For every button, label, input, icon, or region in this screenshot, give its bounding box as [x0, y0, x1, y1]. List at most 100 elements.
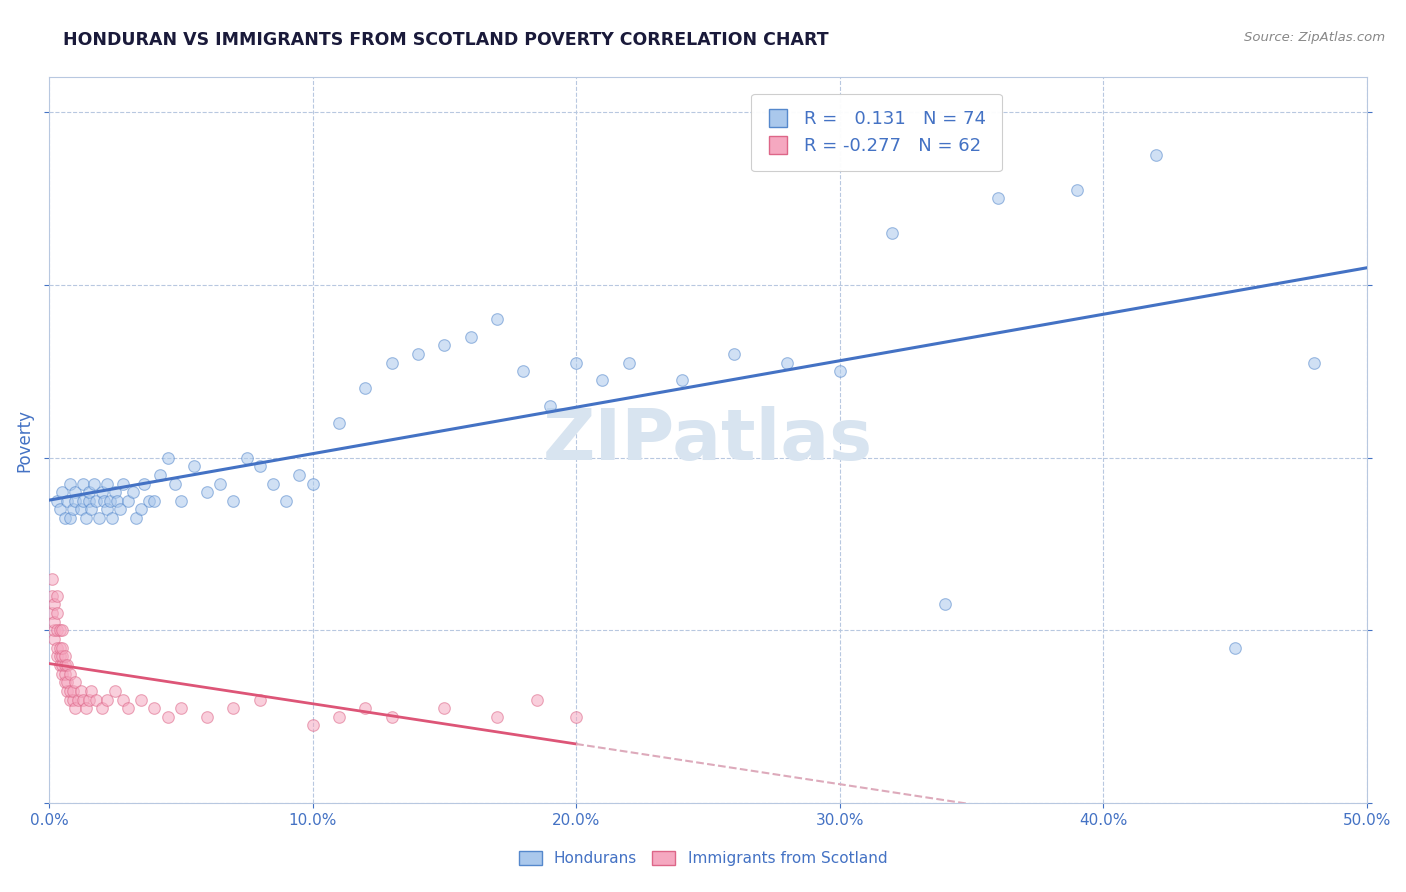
Point: [104, 485, 127, 500]
Point: [45, 640, 67, 655]
Point: [96, 476, 118, 491]
Point: [195, 710, 218, 724]
Point: [53, 657, 76, 672]
Point: [51, 624, 73, 638]
Point: [53, 511, 76, 525]
Point: [80, 684, 103, 698]
Point: [486, 312, 509, 326]
Point: [934, 598, 956, 612]
Point: [538, 399, 561, 413]
Point: [156, 450, 179, 465]
Point: [90, 485, 112, 500]
Point: [62, 692, 84, 706]
Point: [98, 493, 121, 508]
Point: [122, 485, 145, 500]
Point: [138, 493, 160, 508]
Point: [56, 493, 79, 508]
Point: [53, 649, 76, 664]
Point: [66, 692, 89, 706]
Point: [129, 692, 152, 706]
Point: [882, 226, 904, 240]
Point: [354, 382, 377, 396]
Point: [83, 476, 105, 491]
Point: [301, 476, 323, 491]
Point: [111, 476, 134, 491]
Point: [104, 684, 127, 698]
Point: [45, 493, 67, 508]
Point: [45, 649, 67, 664]
Point: [48, 640, 70, 655]
Point: [828, 364, 851, 378]
Y-axis label: Poverty: Poverty: [15, 409, 32, 472]
Point: [183, 459, 205, 474]
Text: Source: ZipAtlas.com: Source: ZipAtlas.com: [1244, 31, 1385, 45]
Point: [48, 657, 70, 672]
Point: [53, 666, 76, 681]
Point: [1066, 183, 1088, 197]
Point: [44, 615, 66, 629]
Point: [132, 476, 155, 491]
Point: [406, 347, 429, 361]
Point: [288, 467, 311, 482]
Point: [48, 502, 70, 516]
Point: [56, 657, 79, 672]
Point: [617, 355, 640, 369]
Point: [987, 191, 1010, 205]
Point: [165, 476, 187, 491]
Point: [41, 589, 63, 603]
Point: [125, 511, 148, 525]
Point: [101, 511, 124, 525]
Point: [1223, 640, 1246, 655]
Point: [129, 502, 152, 516]
Point: [69, 502, 91, 516]
Point: [56, 675, 79, 690]
Point: [671, 373, 693, 387]
Point: [51, 640, 73, 655]
Point: [86, 692, 108, 706]
Point: [65, 485, 87, 500]
Text: ZIPatlas: ZIPatlas: [543, 406, 873, 475]
Point: [1144, 148, 1167, 162]
Point: [72, 493, 94, 508]
Point: [222, 493, 245, 508]
Point: [62, 502, 84, 516]
Point: [48, 649, 70, 664]
Point: [41, 606, 63, 620]
Point: [51, 649, 73, 664]
Point: [776, 355, 799, 369]
Point: [262, 476, 284, 491]
Point: [143, 701, 166, 715]
Point: [723, 347, 745, 361]
Point: [209, 476, 232, 491]
Point: [51, 657, 73, 672]
Point: [195, 485, 218, 500]
Point: [69, 684, 91, 698]
Point: [328, 416, 350, 430]
Point: [77, 485, 100, 500]
Point: [80, 502, 103, 516]
Point: [149, 467, 172, 482]
Point: [45, 606, 67, 620]
Point: [72, 476, 94, 491]
Point: [354, 701, 377, 715]
Point: [170, 493, 193, 508]
Point: [433, 701, 456, 715]
Point: [51, 666, 73, 681]
Point: [276, 493, 298, 508]
Point: [170, 701, 193, 715]
Point: [591, 373, 613, 387]
Point: [93, 493, 115, 508]
Point: [51, 485, 73, 500]
Point: [65, 493, 87, 508]
Point: [90, 701, 112, 715]
Point: [59, 684, 82, 698]
Point: [86, 493, 108, 508]
Point: [65, 701, 87, 715]
Point: [381, 355, 404, 369]
Point: [117, 493, 139, 508]
Point: [235, 450, 257, 465]
Point: [96, 502, 118, 516]
Point: [75, 701, 97, 715]
Point: [301, 718, 323, 732]
Point: [143, 493, 166, 508]
